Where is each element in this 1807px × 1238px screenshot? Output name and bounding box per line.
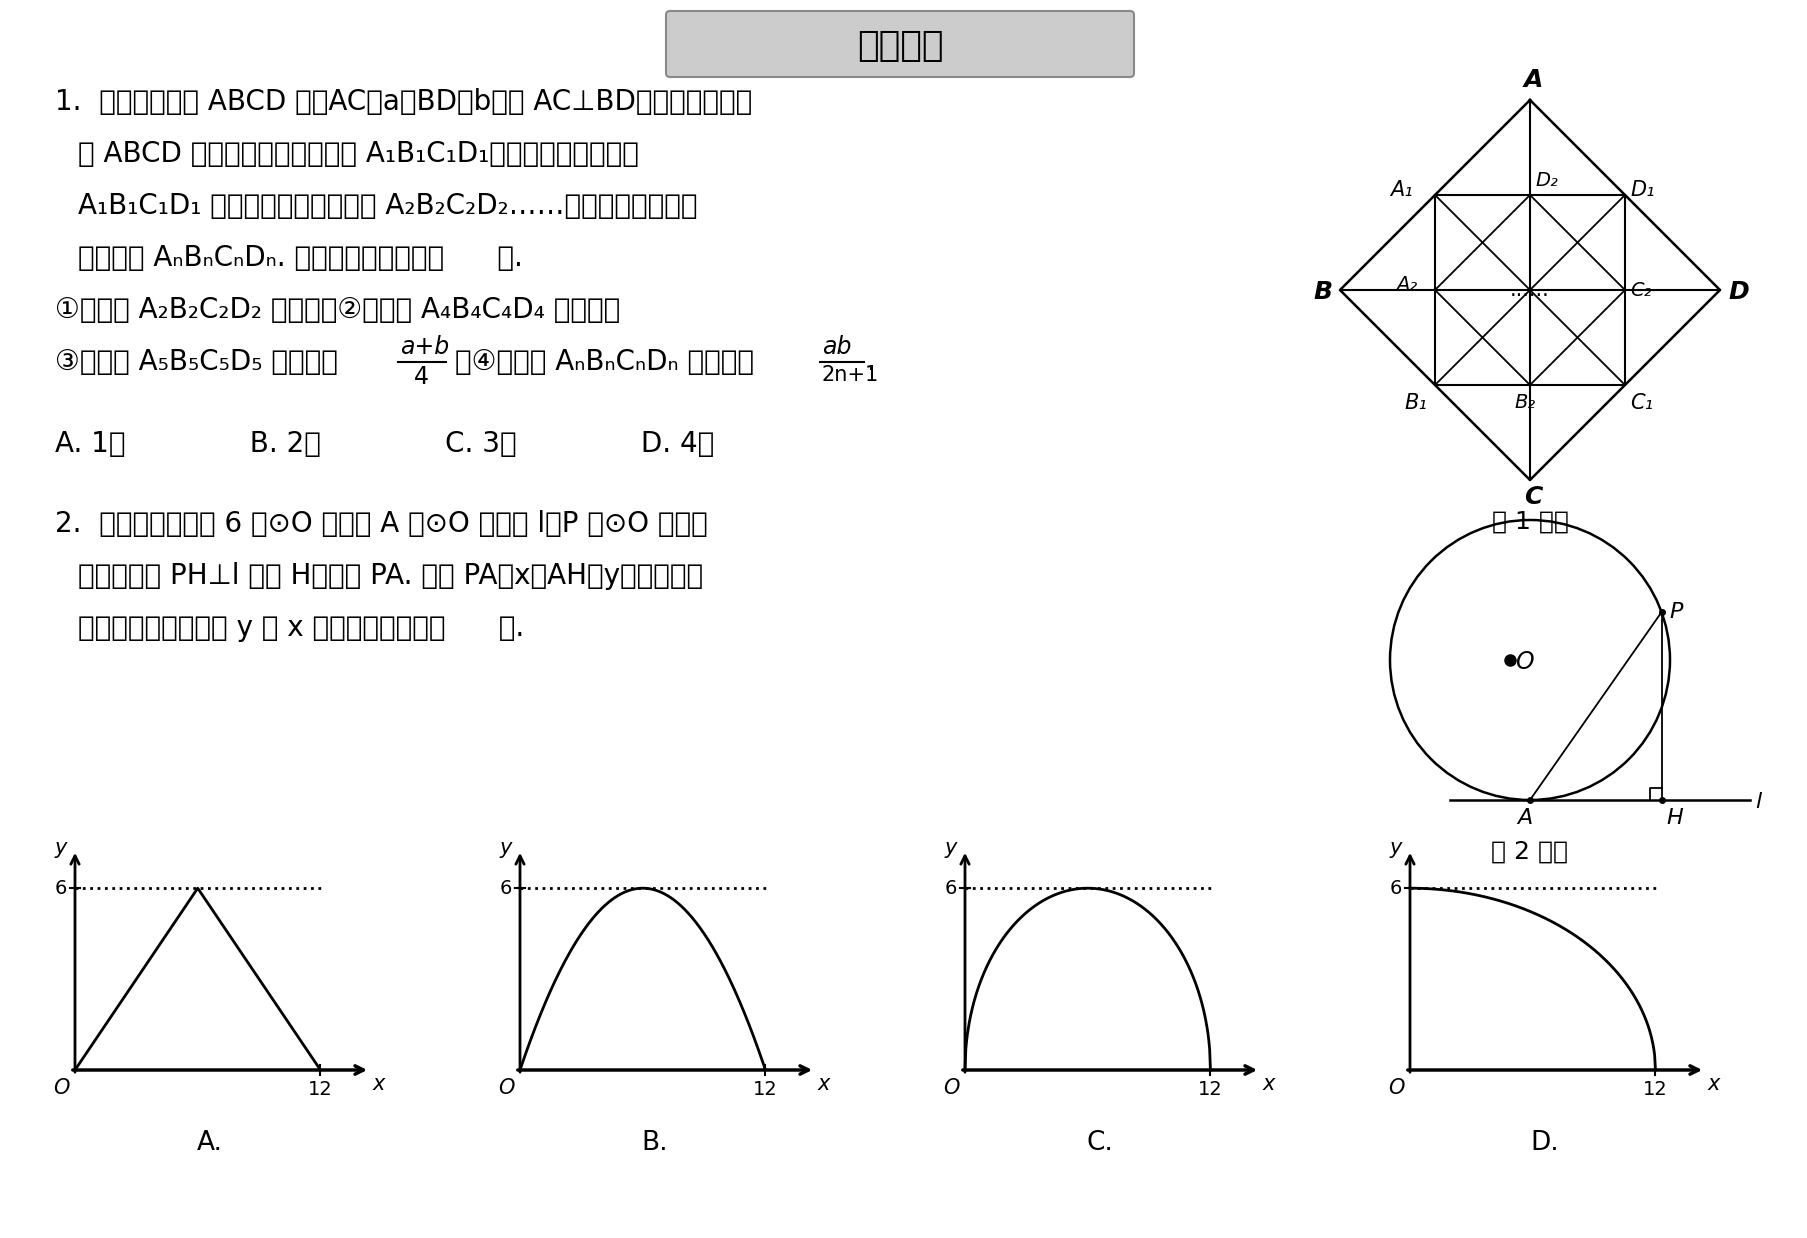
Text: 到四边形 AₙBₙCₙDₙ. 下列结论正确的有（      ）.: 到四边形 AₙBₙCₙDₙ. 下列结论正确的有（ ）. [78, 244, 522, 272]
Text: B: B [1314, 280, 1332, 305]
Text: O: O [1388, 1078, 1404, 1098]
Text: 12: 12 [1198, 1080, 1223, 1099]
Text: A₁B₁C₁D₁ 各边中点，得到四边形 A₂B₂C₂D₂……如此进行下去，得: A₁B₁C₁D₁ 各边中点，得到四边形 A₂B₂C₂D₂……如此进行下去，得 [78, 192, 698, 220]
Text: B₂: B₂ [1514, 392, 1536, 412]
Text: 12: 12 [1643, 1080, 1668, 1099]
Text: 2n+1: 2n+1 [822, 365, 880, 385]
Text: x: x [819, 1075, 831, 1094]
Text: H: H [1666, 808, 1684, 828]
Text: ......: ...... [1511, 280, 1550, 300]
Text: 4: 4 [414, 365, 428, 389]
Text: ③四边形 A₅B₅C₅D₅ 的周长是: ③四边形 A₅B₅C₅D₅ 的周长是 [54, 348, 338, 376]
Text: A: A [1518, 808, 1532, 828]
Text: 6: 6 [945, 879, 958, 898]
Text: B.: B. [641, 1130, 669, 1156]
Text: D₂: D₂ [1534, 171, 1558, 189]
Text: C₂: C₂ [1630, 281, 1652, 300]
Text: 跟踪练习: 跟踪练习 [857, 28, 943, 63]
Text: ；④四边形 AₙBₙCₙDₙ 的面积是: ；④四边形 AₙBₙCₙDₙ 的面积是 [455, 348, 754, 376]
Text: x: x [372, 1075, 385, 1094]
Text: D: D [1727, 280, 1749, 305]
Text: 6: 6 [1390, 879, 1402, 898]
FancyBboxPatch shape [667, 11, 1135, 77]
Text: y: y [499, 838, 511, 858]
Text: a+b: a+b [399, 335, 450, 359]
Text: D.: D. [1531, 1130, 1559, 1156]
Text: 2.  如图，过半径为 6 的⊙O 上一点 A 作⊙O 的切线 l，P 为⊙O 上的一: 2. 如图，过半径为 6 的⊙O 上一点 A 作⊙O 的切线 l，P 为⊙O 上… [54, 510, 708, 539]
Text: O: O [497, 1078, 515, 1098]
Text: 12: 12 [307, 1080, 332, 1099]
Text: A: A [1523, 68, 1543, 92]
Text: B₁: B₁ [1404, 392, 1428, 413]
Text: y: y [54, 838, 67, 858]
Text: 图像中，能大致表示 y 与 x 的函数关系的是（      ）.: 图像中，能大致表示 y 与 x 的函数关系的是（ ）. [78, 614, 524, 643]
Text: 第 2 题图: 第 2 题图 [1491, 841, 1568, 864]
Text: A.: A. [197, 1130, 222, 1156]
Text: y: y [1390, 838, 1402, 858]
Text: C₁: C₁ [1630, 392, 1653, 413]
Text: ab: ab [822, 335, 851, 359]
Text: A. 1个              B. 2个              C. 3个              D. 4个: A. 1个 B. 2个 C. 3个 D. 4个 [54, 430, 714, 458]
Text: ①四边形 A₂B₂C₂D₂ 是矩形；②四边形 A₄B₄C₄D₄ 是菱形；: ①四边形 A₂B₂C₂D₂ 是矩形；②四边形 A₄B₄C₄D₄ 是菱形； [54, 296, 620, 324]
Text: O: O [943, 1078, 960, 1098]
Text: D₁: D₁ [1630, 180, 1655, 201]
Text: O: O [52, 1078, 69, 1098]
Text: A₂: A₂ [1395, 276, 1417, 295]
Text: 6: 6 [499, 879, 511, 898]
Text: l: l [1755, 792, 1762, 812]
Text: O: O [1514, 650, 1534, 673]
Text: 形 ABCD 各边中点，得到四边形 A₁B₁C₁D₁，再顺次连接四边形: 形 ABCD 各边中点，得到四边形 A₁B₁C₁D₁，再顺次连接四边形 [78, 140, 640, 168]
Text: 6: 6 [54, 879, 67, 898]
Text: P: P [1670, 602, 1682, 623]
Text: x: x [1263, 1075, 1276, 1094]
Text: x: x [1708, 1075, 1720, 1094]
Text: y: y [945, 838, 958, 858]
Text: C.: C. [1086, 1130, 1113, 1156]
Text: A₁: A₁ [1390, 180, 1413, 201]
Text: 第 1 题图: 第 1 题图 [1491, 510, 1568, 534]
Text: 1.  如图，四边形 ABCD 中，AC＝a，BD＝b，且 AC⊥BD，顺次连接四边: 1. 如图，四边形 ABCD 中，AC＝a，BD＝b，且 AC⊥BD，顺次连接四… [54, 88, 752, 116]
Text: C: C [1523, 485, 1541, 509]
Text: 12: 12 [754, 1080, 777, 1099]
Text: 个动点，作 PH⊥l 于点 H，连接 PA. 如果 PA＝x，AH＝y，那么下列: 个动点，作 PH⊥l 于点 H，连接 PA. 如果 PA＝x，AH＝y，那么下列 [78, 562, 703, 591]
Text: .: . [867, 348, 876, 376]
